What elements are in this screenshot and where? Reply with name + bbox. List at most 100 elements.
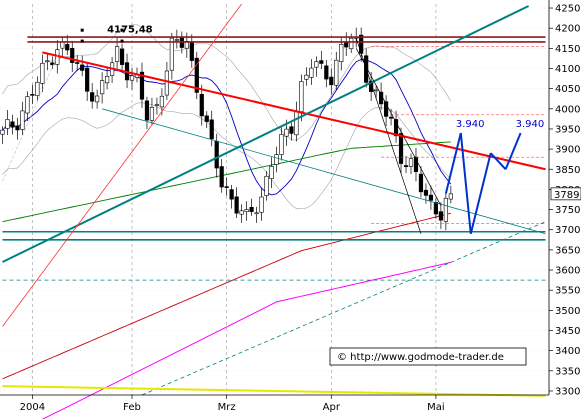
price-label-box bbox=[550, 187, 581, 201]
wedge-line-left bbox=[355, 38, 422, 234]
y-tick-label-4150: 4150 bbox=[555, 44, 580, 55]
candle-body-42 bbox=[209, 119, 214, 140]
candle-body-59 bbox=[294, 110, 299, 136]
candle-body-70 bbox=[349, 37, 354, 50]
candle-body-57 bbox=[284, 128, 289, 137]
y-tick-label-3350: 3350 bbox=[555, 366, 580, 377]
candle-body-7 bbox=[35, 81, 40, 96]
red-rising-line bbox=[2, 3, 242, 327]
candle-body-9 bbox=[45, 60, 50, 63]
candle-body-35 bbox=[174, 39, 179, 41]
band-lower bbox=[2, 102, 452, 210]
candle-body-46 bbox=[229, 189, 234, 200]
candle-body-88 bbox=[438, 211, 443, 221]
annot-layer: 4175,48 3.940 3.940 © http://www.godmode-tr… bbox=[80, 24, 545, 366]
y-tick-label-4000: 4000 bbox=[555, 104, 580, 115]
x-tick-label-4: Mai bbox=[427, 402, 445, 413]
candle-body-68 bbox=[339, 44, 344, 63]
candle-body-20 bbox=[100, 80, 105, 95]
ma-magenta-line bbox=[41, 261, 452, 419]
candle-body-83 bbox=[413, 156, 419, 172]
marker-0 bbox=[80, 28, 84, 32]
candle-body-61 bbox=[304, 74, 309, 80]
annotation-0: 4175,48 bbox=[107, 24, 153, 35]
candle-body-53 bbox=[264, 175, 269, 196]
price-label-text: 3789 bbox=[554, 190, 579, 201]
annotation-1: 3.940 bbox=[456, 119, 485, 130]
candle-body-49 bbox=[244, 209, 249, 213]
y-tick-label-3400: 3400 bbox=[555, 346, 580, 357]
candle-body-8 bbox=[40, 63, 45, 84]
candle-body-85 bbox=[423, 189, 429, 196]
overlay-layer bbox=[2, 3, 546, 397]
y-tick-label-4250: 4250 bbox=[555, 4, 580, 15]
candle-body-66 bbox=[329, 76, 334, 86]
projection-seg-5 bbox=[504, 132, 522, 170]
candle-body-45 bbox=[224, 186, 229, 188]
candle-body-31 bbox=[154, 104, 160, 106]
wedge-line-right bbox=[355, 48, 442, 206]
candle-body-58 bbox=[289, 126, 294, 134]
candle-body-16 bbox=[80, 64, 85, 71]
candle-body-24 bbox=[119, 48, 125, 65]
candle-body-81 bbox=[403, 165, 409, 168]
copyright-text: © http://www.godmode-trader.de bbox=[337, 352, 504, 363]
yellow-long-ma bbox=[2, 385, 546, 397]
candle-body-75 bbox=[374, 89, 379, 92]
candle-body-4 bbox=[20, 110, 25, 130]
candle-body-62 bbox=[309, 67, 314, 78]
candle-body-86 bbox=[428, 194, 434, 201]
candle-body-44 bbox=[219, 166, 224, 188]
candle-body-55 bbox=[274, 154, 279, 165]
x-tick-label-1: Feb bbox=[123, 402, 141, 413]
candle-body-78 bbox=[388, 116, 394, 119]
annotation-2: 3.940 bbox=[516, 119, 545, 130]
candle-body-43 bbox=[214, 140, 219, 169]
projection-seg-1 bbox=[444, 132, 462, 194]
candle-body-65 bbox=[324, 65, 329, 80]
y-tick-label-4200: 4200 bbox=[555, 24, 580, 35]
copyright-box bbox=[329, 347, 527, 366]
y-tick-label-3950: 3950 bbox=[555, 124, 580, 135]
candle-body-10 bbox=[50, 62, 55, 66]
candle-body-63 bbox=[314, 61, 319, 68]
candle-body-79 bbox=[393, 119, 399, 137]
candle-body-90 bbox=[448, 193, 453, 200]
candle-body-19 bbox=[95, 95, 100, 103]
marker-3 bbox=[120, 39, 124, 43]
marker-1 bbox=[80, 39, 84, 43]
candle-body-41 bbox=[204, 115, 209, 122]
candle-body-26 bbox=[129, 75, 135, 81]
candle-body-60 bbox=[299, 81, 304, 112]
candle-body-15 bbox=[75, 62, 80, 64]
candle-body-32 bbox=[159, 95, 165, 108]
candle-body-18 bbox=[90, 92, 95, 102]
uptrend-line-main bbox=[2, 5, 530, 263]
x-tick-label-0: 2004 bbox=[20, 402, 45, 413]
y-tick-label-3450: 3450 bbox=[555, 326, 580, 337]
y-tick-label-3900: 3900 bbox=[555, 145, 580, 156]
candle-body-0 bbox=[0, 129, 5, 135]
candle-body-23 bbox=[114, 46, 120, 62]
candle-body-1 bbox=[5, 119, 10, 129]
y-tick-label-4100: 4100 bbox=[555, 64, 580, 75]
y-tick-label-3650: 3650 bbox=[555, 245, 580, 256]
ma-green-line bbox=[2, 141, 451, 223]
candle-body-21 bbox=[105, 76, 110, 84]
candle-body-30 bbox=[149, 107, 155, 121]
y-tick-label-4050: 4050 bbox=[555, 84, 580, 95]
candle-body-89 bbox=[443, 197, 448, 222]
candle-body-33 bbox=[164, 70, 169, 96]
teal-decline-line bbox=[102, 108, 546, 235]
candle-body-38 bbox=[189, 42, 194, 61]
candle-body-84 bbox=[418, 173, 424, 193]
y-tick-label-3750: 3750 bbox=[555, 205, 580, 216]
candle-body-47 bbox=[234, 196, 239, 214]
candle-body-13 bbox=[65, 44, 70, 51]
projection-seg-3 bbox=[469, 152, 492, 235]
projection-seg-4 bbox=[489, 152, 507, 170]
y-tick-label-3850: 3850 bbox=[555, 165, 580, 176]
candle-body-51 bbox=[254, 212, 259, 215]
candle-body-29 bbox=[144, 100, 150, 121]
